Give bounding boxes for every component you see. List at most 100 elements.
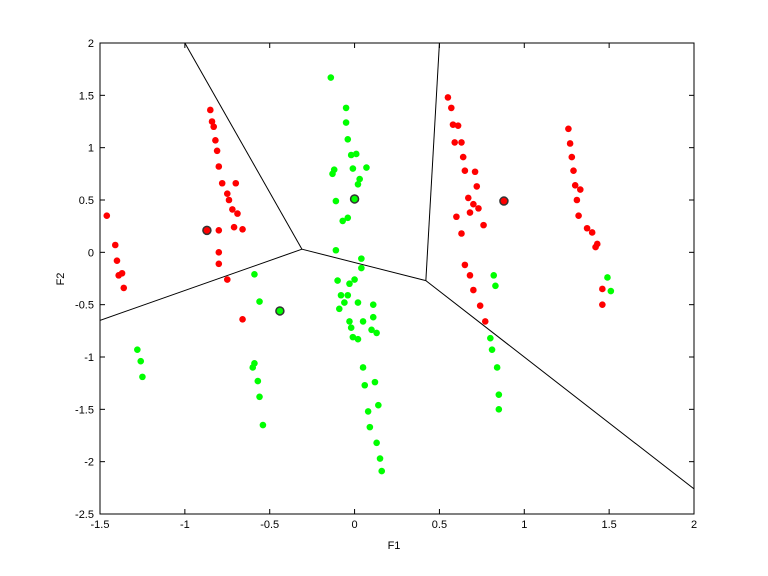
decision-boundaries: [100, 43, 694, 490]
cluster-center-1: [275, 306, 285, 316]
red-point-15: [229, 206, 236, 213]
green-point-27: [347, 151, 355, 159]
y-tick-label-2: -1.5: [75, 404, 94, 416]
y-tick-label-0: -2.5: [75, 509, 94, 521]
red-point-37: [466, 209, 474, 216]
red-point-33: [459, 153, 467, 161]
green-point-0: [134, 346, 141, 353]
green-point-47: [369, 313, 377, 321]
green-point-12: [330, 166, 338, 173]
green-point-45: [368, 326, 375, 334]
red-point-30: [454, 122, 462, 129]
red-point-2: [113, 257, 121, 265]
green-point-62: [607, 287, 615, 295]
red-point-32: [458, 230, 465, 237]
x-tick-label-6: 1.5: [601, 519, 616, 531]
red-point-17: [232, 179, 240, 187]
green-point-21: [342, 119, 350, 126]
x-tick-label-0: -1.5: [91, 519, 110, 531]
green-point-55: [488, 346, 496, 353]
red-point-20: [215, 227, 223, 234]
red-point-27: [449, 121, 457, 128]
green-point-20: [342, 104, 350, 112]
cluster-center-0: [202, 225, 212, 236]
green-point-38: [358, 264, 365, 272]
green-point-2: [139, 373, 146, 381]
red-point-56: [588, 229, 596, 236]
red-point-13: [223, 190, 231, 198]
green-point-46: [369, 301, 377, 308]
red-point-16: [230, 223, 238, 231]
x-axis-ticks: -1.5 -1 -0.5 0 0.5 1 1.5 2: [91, 43, 697, 531]
green-point-4: [256, 298, 263, 305]
x-tick-label-2: -0.5: [260, 519, 279, 531]
red-point-18: [234, 210, 241, 217]
green-point-35: [354, 335, 362, 343]
green-point-59: [495, 391, 503, 398]
green-point-32: [352, 150, 360, 158]
green-point-17: [337, 291, 345, 299]
green-point-39: [359, 318, 367, 325]
green-point-7: [254, 377, 262, 385]
red-point-60: [599, 301, 606, 308]
red-point-38: [466, 272, 474, 279]
green-point-14: [332, 246, 340, 254]
green-point-18: [339, 217, 346, 225]
green-point-61: [604, 274, 611, 281]
green-point-42: [363, 164, 370, 171]
cluster-centers: [202, 194, 509, 316]
red-point-48: [566, 140, 574, 147]
red-point-11: [215, 163, 223, 170]
x-tick-label-3: 0: [352, 519, 358, 531]
green-point-22: [344, 135, 352, 143]
green-point-34: [354, 299, 362, 306]
boundary-line-0: [184, 43, 303, 250]
red-point-46: [481, 318, 489, 325]
red-point-7: [208, 118, 216, 125]
boundary-line-3: [425, 43, 440, 281]
green-point-31: [351, 276, 358, 283]
red-point-21: [215, 249, 223, 256]
red-point-25: [444, 94, 452, 101]
green-point-8: [256, 393, 263, 401]
green-point-1: [137, 357, 145, 365]
green-point-57: [492, 282, 499, 290]
green-point-13: [332, 197, 340, 205]
red-point-19: [239, 226, 246, 233]
green-point-36: [356, 175, 363, 183]
green-point-25: [346, 280, 353, 288]
x-axis-label: F1: [388, 540, 401, 552]
y-tick-label-6: 0.5: [79, 195, 94, 207]
green-point-37: [358, 255, 365, 262]
red-point-36: [464, 194, 472, 202]
x-tick-label-4: 0.5: [432, 519, 447, 531]
green-point-48: [371, 378, 379, 386]
green-point-16: [335, 305, 343, 313]
boundary-line-4: [425, 280, 694, 490]
x-tick-label-7: 2: [691, 519, 697, 531]
green-point-9: [259, 421, 267, 429]
red-point-45: [480, 221, 487, 229]
y-tick-label-1: -2: [84, 457, 94, 469]
green-point-60: [495, 406, 503, 413]
plot-area: [99, 42, 695, 515]
red-point-55: [583, 224, 591, 232]
green-point-50: [373, 439, 380, 447]
red-point-12: [218, 179, 226, 187]
x-tick-label-1: -1: [180, 519, 190, 531]
green-point-44: [366, 423, 374, 431]
red-point-4: [118, 269, 126, 277]
red-point-8: [210, 123, 218, 131]
red-point-10: [213, 147, 221, 155]
red-point-5: [120, 284, 128, 292]
red-point-9: [212, 137, 219, 144]
y-tick-label-8: 1.5: [79, 90, 94, 102]
green-point-56: [490, 272, 498, 279]
cluster-center-3: [499, 196, 509, 206]
green-point-29: [349, 165, 357, 172]
boundary-line-1: [100, 248, 303, 321]
y-axis-label: F2: [55, 273, 67, 286]
y-tick-label-4: -0.5: [75, 300, 94, 312]
red-point-59: [599, 285, 606, 293]
red-point-40: [470, 200, 477, 208]
